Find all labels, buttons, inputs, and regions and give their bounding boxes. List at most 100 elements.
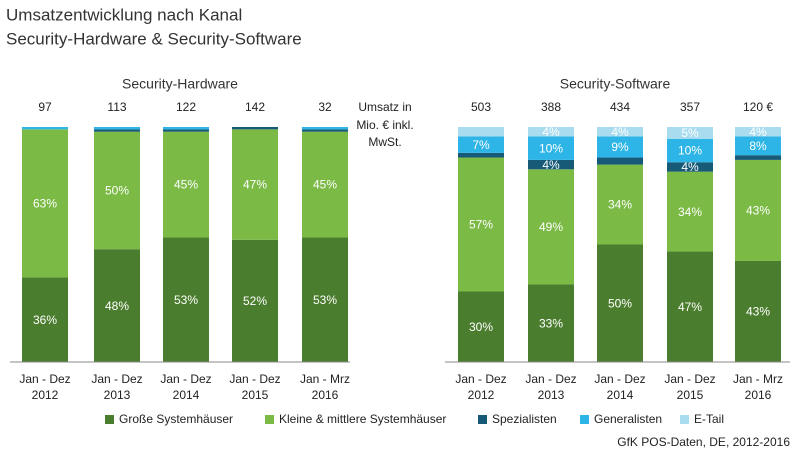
- bar-segment: [458, 127, 504, 137]
- bar-segment: [667, 251, 713, 362]
- bar-segment: [94, 129, 140, 132]
- x-tick-label: Jan - Dez: [455, 372, 506, 386]
- x-tick-label: 2012: [468, 388, 495, 402]
- data-label: 49%: [539, 220, 563, 234]
- legend-label: E-Tail: [694, 412, 724, 426]
- bar-segment: [163, 237, 209, 362]
- data-label: 36%: [33, 313, 57, 327]
- bar-segment: [458, 291, 504, 362]
- bar-segment: [528, 136, 574, 160]
- data-label: 10%: [539, 141, 563, 155]
- bar-segment: [667, 127, 713, 139]
- data-label: 47%: [678, 300, 702, 314]
- legend-swatch: [580, 415, 589, 424]
- legend-label: Generalisten: [594, 412, 662, 426]
- data-label: 4%: [681, 160, 699, 174]
- x-tick-label: Jan - Dez: [229, 372, 280, 386]
- bar-segment: [597, 136, 643, 158]
- bar-segment: [94, 131, 140, 250]
- bar-segment: [667, 162, 713, 172]
- data-label: 7%: [472, 138, 490, 152]
- x-tick-label: Jan - Mrz: [300, 372, 350, 386]
- total-label: 120 €: [743, 100, 773, 114]
- total-label: 434: [610, 100, 630, 114]
- data-label: 4%: [542, 125, 560, 139]
- x-tick-label: Jan - Dez: [19, 372, 70, 386]
- legend-swatch: [478, 415, 487, 424]
- bar-segment: [232, 127, 278, 130]
- data-label: 33%: [539, 316, 563, 330]
- legend-swatch: [105, 415, 114, 424]
- bar-segment: [735, 159, 781, 261]
- total-label: 32: [318, 100, 332, 114]
- total-label: 388: [541, 100, 561, 114]
- legend-swatch: [680, 415, 689, 424]
- data-label: 48%: [105, 299, 129, 313]
- title-line-1: Umsatzentwicklung nach Kanal: [6, 5, 242, 24]
- bar-segment: [458, 136, 504, 153]
- x-tick-label: 2015: [242, 388, 269, 402]
- data-label: 5%: [681, 126, 699, 140]
- note: Umsatz in: [358, 100, 411, 114]
- x-tick-label: Jan - Dez: [91, 372, 142, 386]
- data-label: 4%: [611, 125, 629, 139]
- x-tick-label: 2014: [173, 388, 200, 402]
- bar-segment: [458, 152, 504, 158]
- bar-segment: [735, 260, 781, 362]
- bar-segment: [302, 237, 348, 362]
- bar-segment: [302, 131, 348, 238]
- legend-label: Kleine & mittlere Systemhäuser: [279, 412, 446, 426]
- total-label: 113: [107, 100, 126, 114]
- total-label: 503: [471, 100, 491, 114]
- bar-segment: [667, 138, 713, 163]
- bar-segment: [22, 277, 68, 362]
- total-label: 122: [176, 100, 196, 114]
- data-label: 34%: [608, 198, 632, 212]
- data-label: 4%: [542, 158, 560, 172]
- data-label: 34%: [678, 205, 702, 219]
- bar-segment: [94, 249, 140, 362]
- bar-segment: [528, 169, 574, 285]
- x-tick-label: 2016: [312, 388, 339, 402]
- note: MwSt.: [368, 135, 401, 149]
- bar-segment: [163, 131, 209, 238]
- data-label: 50%: [105, 184, 129, 198]
- bar-segment: [528, 159, 574, 170]
- bar-segment: [163, 127, 209, 130]
- x-tick-label: 2012: [32, 388, 59, 402]
- data-label: 47%: [243, 178, 267, 192]
- bar-segment: [735, 155, 781, 160]
- x-tick-label: Jan - Dez: [664, 372, 715, 386]
- subtitle: Security-Hardware: [122, 76, 238, 92]
- data-label: 43%: [746, 204, 770, 218]
- bar-segment: [528, 284, 574, 362]
- bar-segment: [458, 157, 504, 292]
- data-label: 50%: [608, 296, 632, 310]
- bar-segment: [735, 136, 781, 156]
- x-tick-label: 2013: [538, 388, 565, 402]
- source: GfK POS-Daten, DE, 2012-2016: [617, 435, 790, 449]
- data-label: 9%: [611, 140, 629, 154]
- x-tick-label: 2013: [104, 388, 131, 402]
- legend-swatch: [265, 415, 274, 424]
- bar-segment: [163, 129, 209, 132]
- data-label: 57%: [469, 218, 493, 232]
- total-label: 97: [38, 100, 52, 114]
- data-label: 43%: [746, 305, 770, 319]
- bar-segment: [735, 127, 781, 137]
- data-label: 45%: [313, 178, 337, 192]
- bar-segment: [597, 127, 643, 137]
- bar-segment: [597, 164, 643, 245]
- bar-segment: [232, 129, 278, 240]
- bar-segment: [528, 127, 574, 137]
- total-label: 142: [245, 100, 265, 114]
- x-tick-label: Jan - Mrz: [733, 372, 783, 386]
- x-tick-label: 2016: [745, 388, 772, 402]
- bar-segment: [597, 157, 643, 165]
- legend-label: Spezialisten: [492, 412, 557, 426]
- data-label: 53%: [313, 293, 337, 307]
- subtitle: Security-Software: [560, 76, 671, 92]
- x-tick-label: Jan - Dez: [594, 372, 645, 386]
- data-label: 45%: [174, 178, 198, 192]
